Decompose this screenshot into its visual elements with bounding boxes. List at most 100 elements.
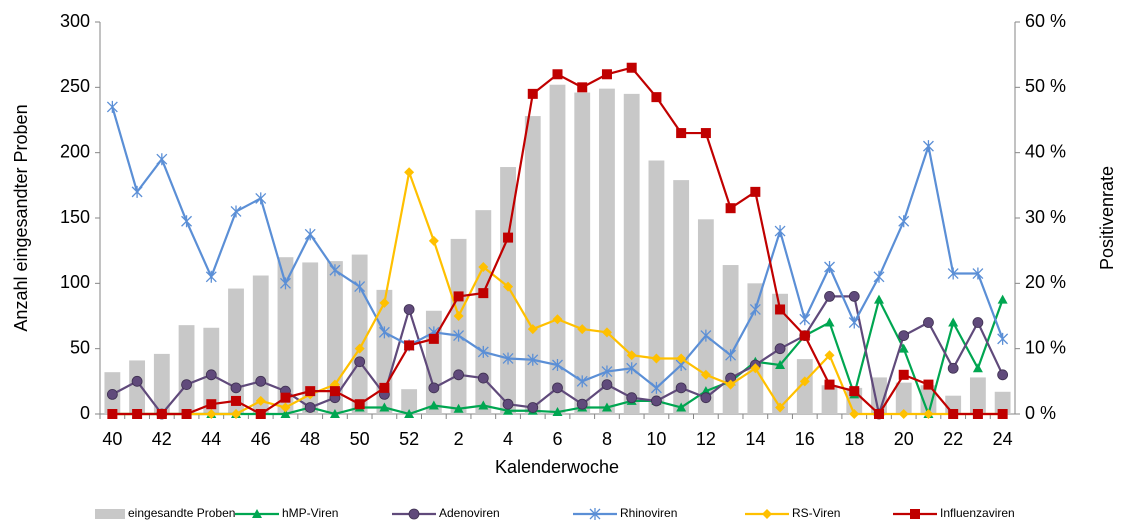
x-tick-label: 14 (745, 429, 765, 449)
marker (478, 262, 489, 272)
y-tick-label: 300 (60, 11, 90, 31)
x-tick-label: 46 (251, 429, 271, 449)
marker (997, 294, 1008, 304)
marker (132, 409, 143, 419)
y2-tick-label: 50 % (1025, 76, 1066, 96)
legend-label: eingesandte Proben (128, 506, 235, 520)
marker (651, 92, 662, 103)
marker (849, 386, 860, 397)
marker (675, 382, 687, 394)
bar (524, 116, 541, 414)
marker (650, 381, 662, 394)
bar (969, 377, 986, 414)
bar (796, 359, 813, 414)
marker (626, 62, 637, 73)
y-tick-label: 0 (80, 403, 90, 423)
marker (428, 333, 439, 344)
legend-marker (910, 509, 920, 519)
marker (651, 395, 662, 407)
marker (453, 291, 464, 302)
marker (972, 267, 984, 280)
marker (700, 392, 712, 404)
y2-tick-label: 10 % (1025, 337, 1066, 357)
bar (475, 210, 492, 414)
marker (923, 409, 934, 419)
x-tick-label: 40 (102, 429, 122, 449)
marker (626, 362, 638, 375)
marker (231, 395, 242, 406)
marker (255, 375, 267, 387)
legend-item: hMP-Viren (235, 506, 338, 520)
marker (774, 343, 786, 355)
marker (824, 290, 835, 302)
marker (576, 398, 588, 410)
bar (129, 360, 146, 414)
marker (131, 185, 143, 198)
marker (131, 375, 143, 387)
marker (329, 409, 340, 418)
marker (947, 267, 959, 280)
marker (873, 270, 885, 283)
marker (206, 409, 217, 419)
y2-tick-label: 30 % (1025, 207, 1066, 227)
marker (503, 232, 514, 243)
bar (302, 262, 319, 414)
marker (750, 363, 761, 374)
marker (601, 365, 613, 378)
bar (401, 389, 418, 414)
marker (552, 359, 563, 371)
bar (425, 310, 442, 414)
bar (747, 283, 764, 414)
x-tick-label: 42 (152, 429, 172, 449)
marker (280, 409, 291, 418)
legend-item: RS-Viren (745, 506, 840, 520)
marker (947, 362, 959, 374)
x-tick-label: 48 (300, 429, 320, 449)
marker (428, 382, 440, 394)
y2-tick-label: 0 % (1025, 403, 1056, 423)
marker (775, 360, 786, 369)
marker (206, 399, 217, 410)
bar (697, 219, 714, 414)
marker (948, 409, 959, 419)
marker (997, 369, 1009, 381)
marker (972, 409, 983, 419)
marker (527, 353, 539, 366)
marker (922, 140, 934, 153)
bar (277, 257, 294, 414)
marker (280, 402, 291, 413)
marker (403, 304, 415, 315)
marker (626, 350, 637, 361)
legend-label: Influenzaviren (940, 506, 1015, 520)
marker (107, 409, 118, 419)
bar (623, 93, 640, 414)
marker (873, 409, 884, 419)
marker (873, 294, 884, 304)
marker (626, 392, 638, 404)
x-tick-label: 52 (399, 429, 419, 449)
marker (676, 402, 687, 412)
marker (527, 402, 539, 413)
legend-item: eingesandte Proben (95, 506, 235, 520)
marker (774, 225, 786, 238)
bar (228, 288, 244, 414)
bar (722, 265, 739, 414)
x-tick-label: 22 (943, 429, 963, 449)
legend-item: Influenzaviren (893, 506, 1015, 520)
marker (354, 356, 366, 368)
series-5 (107, 62, 1008, 419)
marker (651, 353, 662, 364)
bar (153, 353, 170, 414)
bar (549, 84, 566, 414)
marker (601, 379, 613, 391)
x-tick-label: 2 (454, 429, 464, 449)
bar (920, 385, 937, 414)
marker (502, 352, 514, 365)
marker (601, 69, 612, 80)
marker (725, 379, 736, 390)
marker (552, 407, 563, 417)
bar (450, 238, 467, 414)
marker (824, 261, 835, 273)
marker (156, 409, 167, 419)
marker (453, 329, 465, 342)
